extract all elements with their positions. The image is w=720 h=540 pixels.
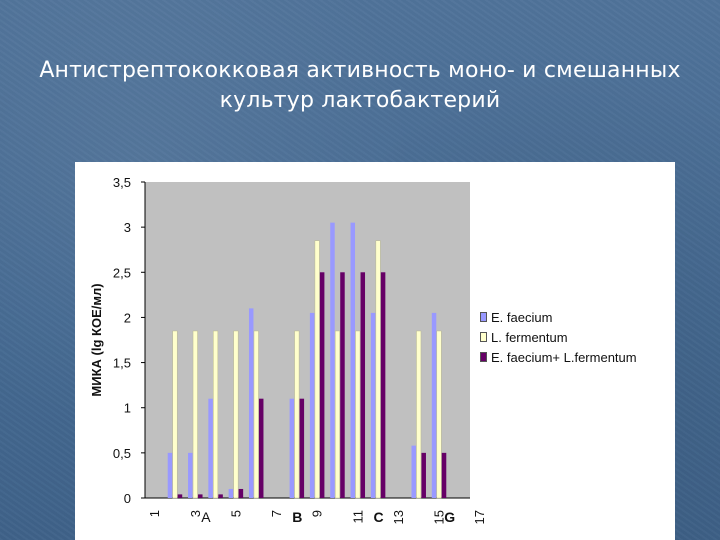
bar <box>208 398 213 498</box>
bar <box>411 445 416 498</box>
bar <box>233 330 239 499</box>
bar <box>314 240 320 499</box>
x-tick-label: 15 <box>432 510 447 524</box>
bar <box>228 488 234 498</box>
bar <box>330 222 335 498</box>
y-tick-label: 1,5 <box>113 356 131 371</box>
bar <box>198 494 203 498</box>
x-tick-label: 7 <box>269 510 284 517</box>
bar <box>360 272 366 498</box>
y-tick-label: 3,5 <box>113 175 131 190</box>
bar <box>289 398 295 498</box>
bar <box>340 272 345 498</box>
bar <box>248 308 254 498</box>
bar <box>253 330 259 499</box>
x-tick-label: 1 <box>147 510 162 517</box>
bar <box>213 330 219 499</box>
y-tick-label: 0 <box>124 491 131 506</box>
x-group-label: G <box>444 509 455 525</box>
legend-item: E. faecium+ L.fermentum <box>480 347 670 367</box>
x-tick-label: 5 <box>228 510 243 517</box>
bar <box>436 330 442 499</box>
x-group-label: B <box>292 509 302 525</box>
bar <box>309 312 315 498</box>
x-tick-label: 9 <box>310 510 325 517</box>
y-tick-label: 2 <box>124 310 131 325</box>
bar <box>218 494 223 498</box>
legend-label: L. fermentum <box>491 329 568 345</box>
x-tick-label: 13 <box>391 510 406 524</box>
x-group-label: A <box>201 509 211 525</box>
slide-title-line-2: культур лактобактерий <box>219 88 501 113</box>
bar <box>355 330 361 499</box>
bar <box>172 330 178 499</box>
bar <box>380 272 386 498</box>
legend-item: E. faecium <box>480 307 670 327</box>
y-tick-label: 3 <box>124 220 131 235</box>
bar <box>299 398 305 498</box>
bar <box>258 398 264 498</box>
slide-title-line-1: Антистрептококковая активность моно- и с… <box>39 58 681 83</box>
bar <box>177 494 183 498</box>
bar <box>319 272 325 498</box>
chart-legend: E. faecium L. fermentum E. faecium+ L.ferm… <box>480 307 670 367</box>
bar <box>188 452 193 498</box>
bar <box>167 452 173 498</box>
x-tick-label: 3 <box>188 510 203 517</box>
y-tick-label: 1 <box>124 401 131 416</box>
x-tick-label: 17 <box>472 510 487 524</box>
bar <box>421 452 426 498</box>
chart-panel: 0 0,5 1 1,5 2 2,5 3 3,5 МИКА (lg КОЕ/мл) 1 3 5 7 9 11 1… <box>75 162 675 540</box>
legend-swatch <box>480 332 487 342</box>
legend-item: L. fermentum <box>480 327 670 347</box>
bar <box>238 488 244 498</box>
y-axis-title: МИКА (lg КОЕ/мл) <box>89 283 104 396</box>
x-tick-label: 11 <box>350 510 365 524</box>
bar <box>441 452 447 498</box>
bar <box>416 330 422 499</box>
plot-area <box>145 182 470 498</box>
bar <box>350 222 356 498</box>
bar <box>192 330 198 499</box>
y-tick-label: 0,5 <box>113 446 131 461</box>
legend-swatch <box>480 352 487 362</box>
bar <box>294 330 300 499</box>
bar <box>334 330 340 499</box>
bar <box>431 312 437 498</box>
bar <box>370 312 376 498</box>
slide-title: Антистрептококковая активность моно- и с… <box>0 56 720 116</box>
y-tick-label: 2,5 <box>113 265 131 280</box>
legend-swatch <box>480 312 487 322</box>
x-group-label: C <box>374 509 384 525</box>
legend-label: E. faecium <box>491 309 553 325</box>
bar <box>375 240 381 499</box>
legend-label: E. faecium+ L.fermentum <box>491 349 637 365</box>
